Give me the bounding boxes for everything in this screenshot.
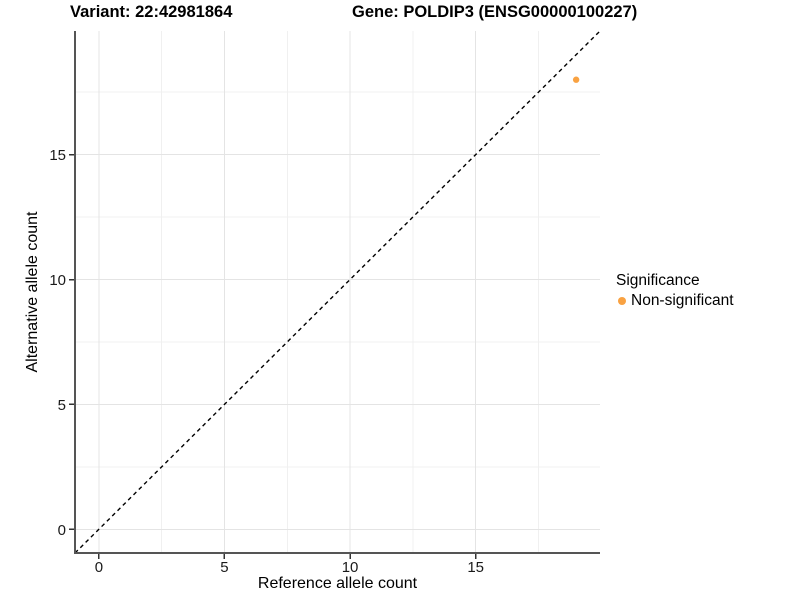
legend: Significance Non-significant: [616, 272, 734, 310]
tick-marks: [69, 153, 477, 559]
axis-lines: [74, 31, 600, 554]
svg-text:5: 5: [220, 559, 228, 576]
identity-line: [74, 30, 601, 554]
svg-text:15: 15: [467, 559, 484, 576]
gene-title: Gene: POLDIP3 (ENSG00000100227): [352, 3, 638, 21]
variant-title: Variant: 22:42981864: [70, 3, 233, 21]
svg-text:5: 5: [58, 397, 66, 414]
x-axis-title: Reference allele count: [257, 575, 418, 592]
svg-text:10: 10: [342, 559, 359, 576]
y-tick-labels: 0 5 10 15: [49, 147, 66, 539]
legend-point-icon: [618, 297, 626, 305]
svg-text:0: 0: [58, 522, 66, 539]
x-tick-labels: 0 5 10 15: [95, 559, 484, 576]
svg-text:10: 10: [49, 272, 66, 289]
data-point: [572, 76, 580, 83]
legend-item-label: Non-significant: [631, 292, 734, 309]
legend-title: Significance: [616, 272, 700, 289]
y-axis-title: Alternative allele count: [24, 211, 41, 373]
svg-text:15: 15: [49, 147, 66, 164]
svg-text:0: 0: [95, 559, 103, 576]
legend-item: Non-significant: [616, 292, 734, 310]
major-gridlines: [75, 31, 600, 553]
